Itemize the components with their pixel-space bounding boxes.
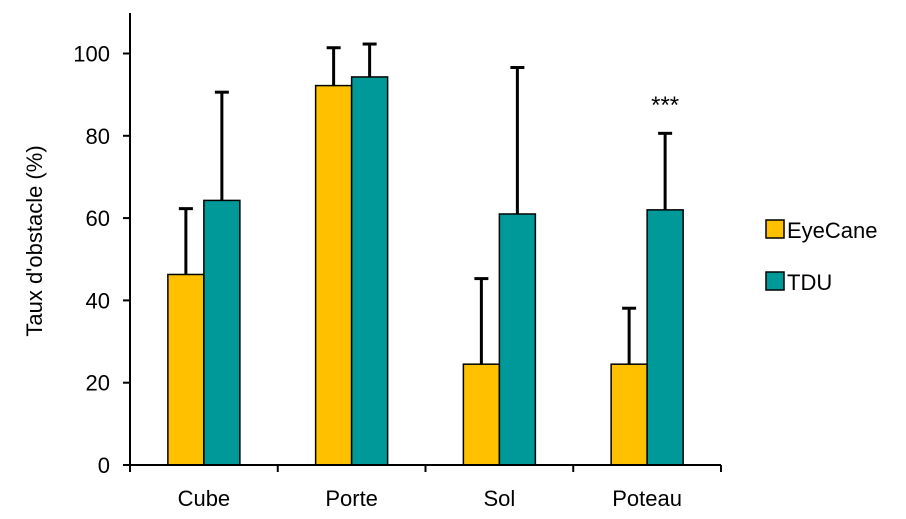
significance-annotation: *** [651, 92, 679, 119]
bar-tdu-sol [498, 213, 537, 466]
y-tick-label: 0 [98, 453, 110, 478]
bar-eyecane-poteau [610, 363, 648, 466]
legend-swatch-eyecane [765, 219, 785, 239]
y-tick-label: 20 [86, 371, 110, 396]
legend: EyeCane TDU [765, 218, 878, 295]
bar-eyecane-porte [314, 84, 353, 466]
legend-label-eyecane: EyeCane [787, 218, 878, 243]
bar-tdu-cube [203, 199, 241, 466]
bars-layer [167, 76, 684, 466]
bar-tdu-poteau [646, 209, 684, 466]
y-tick-label: 100 [73, 42, 110, 67]
y-tick-label: 40 [86, 288, 110, 313]
error-bars-layer [178, 42, 673, 365]
y-axis-label: Taux d'obstacle (%) [22, 145, 47, 336]
y-tick-label: 60 [86, 206, 110, 231]
bar-eyecane-cube [167, 273, 205, 466]
legend-swatch-tdu [765, 271, 785, 291]
x-tick-label: Porte [325, 486, 378, 511]
legend-label-tdu: TDU [787, 270, 832, 295]
y-tick-label: 80 [86, 124, 110, 149]
x-tick-label: Cube [178, 486, 231, 511]
x-tick-label: Poteau [612, 486, 682, 511]
x-tick-label: Sol [483, 486, 515, 511]
annotations-layer: *** [651, 92, 679, 119]
bar-eyecane-sol [462, 363, 501, 466]
bar-tdu-porte [350, 76, 389, 466]
ticks-layer: 0 20 40 60 80 100 Cube Porte Sol Poteau [73, 42, 722, 511]
